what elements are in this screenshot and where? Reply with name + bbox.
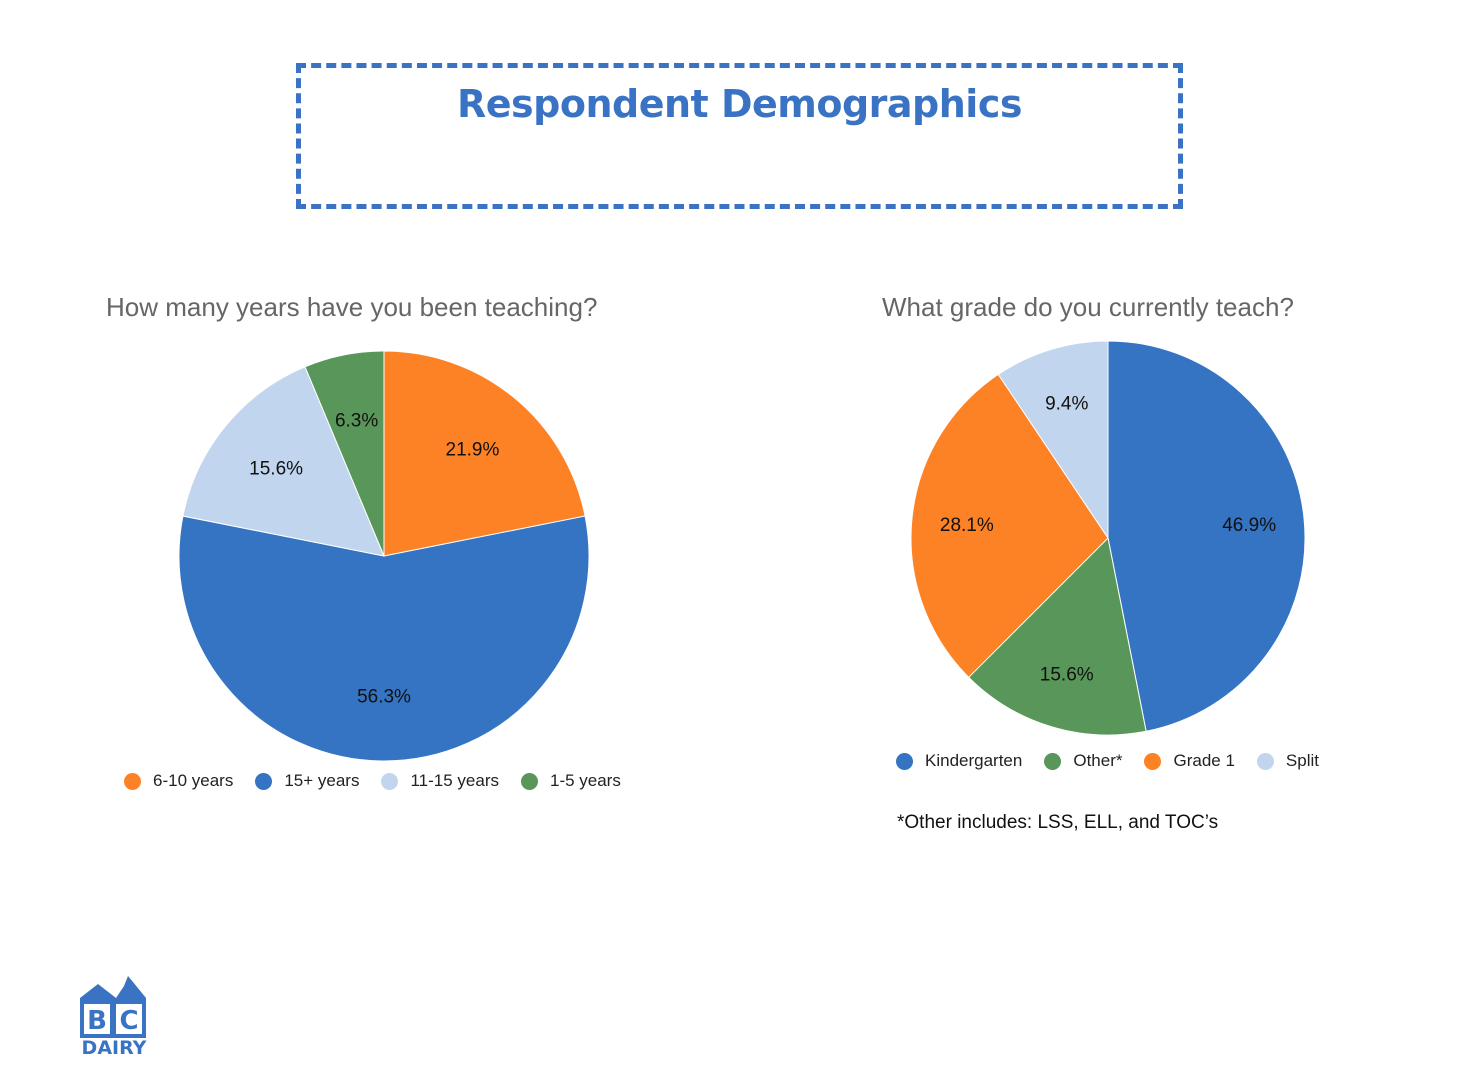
legend-swatch (124, 772, 141, 790)
legend-item: Other* (1044, 751, 1122, 771)
legend-label: Kindergarten (925, 751, 1023, 770)
legend-label: Grade 1 (1173, 751, 1235, 770)
pie-data-label: 28.1% (940, 515, 994, 536)
pie-data-label: 21.9% (446, 439, 500, 460)
pie-data-label: 15.6% (249, 459, 303, 480)
pie-slice-kindergarten (1107, 340, 1306, 732)
pie-data-label: 6.3% (335, 410, 378, 431)
legend-item: 11-15 years (381, 771, 499, 791)
page-title: Respondent Demographics (457, 82, 1022, 126)
legend-item: 15+ years (255, 771, 359, 791)
pie-data-label: 15.6% (1040, 665, 1094, 686)
legend-label: Split (1285, 751, 1319, 770)
legend-label: 6-10 years (153, 771, 234, 790)
pie-data-label: 56.3% (357, 686, 411, 707)
legend-item: 1-5 years (520, 771, 621, 791)
pie-data-label: 9.4% (1045, 393, 1088, 414)
legend-swatch (1256, 752, 1274, 770)
chart-2-legend: Kindergarten Other* Grade 1 Split (896, 751, 1319, 771)
barn-icon: B C (80, 976, 146, 1038)
legend-label: 15+ years (284, 771, 360, 790)
chart-2-title: What grade do you currently teach? (882, 292, 1294, 322)
title-box: Respondent Demographics (296, 63, 1183, 209)
pie-slice-11-15-years (182, 366, 385, 557)
pie-slice-other (967, 536, 1147, 736)
legend-label: 1-5 years (549, 771, 621, 790)
pie-slice-grade-1 (910, 373, 1109, 679)
legend-item: 6-10 years (124, 771, 233, 791)
legend-item: Kindergarten (896, 751, 1022, 771)
legend-label: 11-15 years (410, 771, 499, 790)
chart-1-title: How many years have you been teaching? (106, 292, 598, 322)
legend-swatch (896, 752, 913, 770)
pie-slice-15-years (178, 515, 590, 762)
pie-slice-split (997, 340, 1109, 540)
legend-swatch (255, 772, 273, 790)
logo-word: DAIRY (81, 1037, 147, 1059)
pie-data-label: 46.9% (1222, 515, 1276, 536)
legend-item: Split (1256, 751, 1319, 771)
legend-swatch (520, 772, 538, 790)
legend-swatch (381, 772, 399, 790)
logo-letter-c: C (119, 1006, 138, 1036)
logo-letter-b: B (87, 1006, 107, 1036)
legend-label: Other* (1073, 751, 1123, 770)
legend-swatch (1144, 752, 1162, 770)
pie-slice-1-5-years (304, 350, 385, 557)
footnote: *Other includes: LSS, ELL, and TOC’s (897, 812, 1219, 833)
bc-dairy-logo: B C DAIRY (76, 976, 152, 1059)
legend-item: Grade 1 (1144, 751, 1235, 771)
chart-1-legend: 6-10 years 15+ years 11-15 years 1-5 years (124, 771, 621, 791)
pie-slice-6-10-years (383, 350, 586, 557)
legend-swatch (1044, 752, 1062, 770)
